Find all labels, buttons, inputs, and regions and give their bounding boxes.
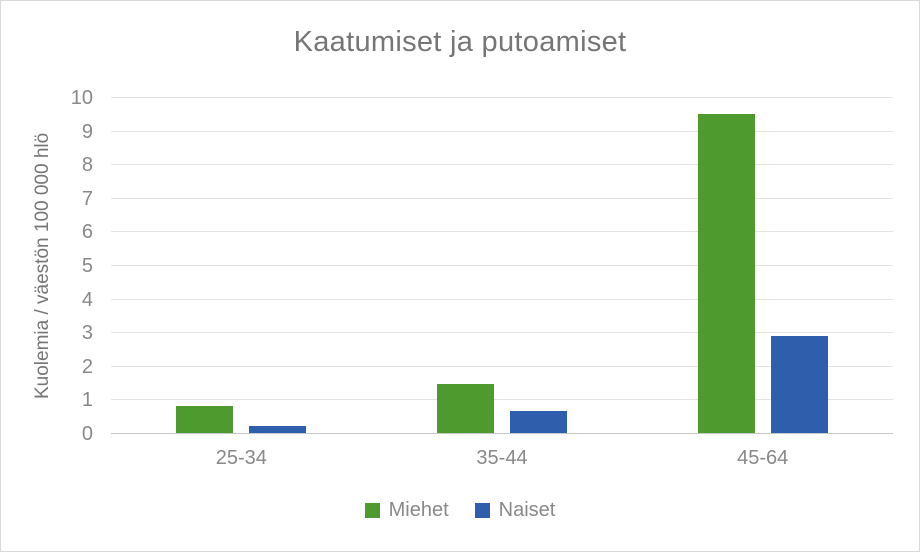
- gridline: [111, 332, 893, 334]
- x-tick-label: 45-64: [737, 447, 789, 469]
- y-tick-label: 8: [81, 154, 93, 177]
- gridline: [111, 365, 893, 367]
- y-tick-label: 1: [81, 389, 93, 412]
- gridline: [111, 265, 893, 266]
- legend: Miehet Naiset: [1, 499, 919, 522]
- legend-label: Naiset: [498, 499, 556, 521]
- y-tick-label: 7: [81, 187, 93, 210]
- gridline: [111, 231, 893, 233]
- plot-area: [111, 97, 893, 434]
- gridline: [111, 399, 893, 401]
- bar-miehet-25-34[interactable]: [176, 406, 234, 433]
- gridline: [111, 298, 893, 300]
- x-tick-label: 25-34: [215, 447, 267, 469]
- bar-miehet-35-44[interactable]: [437, 384, 494, 433]
- y-axis-ticks: 0 1 2 3 4 5 6 7 8 9 10: [49, 88, 99, 444]
- x-axis-labels: 25-34 35-44 45-64: [111, 447, 893, 473]
- legend-label: Miehet: [388, 499, 449, 521]
- y-tick-label: 10: [70, 87, 93, 109]
- legend-item-miehet[interactable]: Miehet: [364, 499, 449, 522]
- y-tick-label: 5: [81, 255, 93, 277]
- y-tick-label: 6: [81, 221, 93, 244]
- gridline: [111, 197, 893, 199]
- y-tick-label: 3: [81, 322, 93, 345]
- y-tick-label: 9: [81, 120, 93, 143]
- gridline: [111, 164, 893, 166]
- bar-naiset-25-34[interactable]: [249, 426, 307, 433]
- x-tick-label: 35-44: [476, 447, 528, 469]
- legend-swatch-icon: [364, 503, 380, 518]
- legend-item-naiset[interactable]: Naiset: [474, 499, 556, 522]
- legend-swatch-icon: [474, 503, 490, 518]
- y-tick-label: 0: [81, 423, 93, 445]
- bar-naiset-45-64[interactable]: [770, 335, 828, 433]
- bar-naiset-35-44[interactable]: [510, 411, 567, 433]
- gridline: [111, 97, 893, 98]
- y-tick-label: 2: [81, 355, 93, 378]
- y-tick-label: 4: [81, 288, 93, 311]
- x-axis-line: [111, 433, 893, 434]
- chart-title: Kaatumiset ja putoamiset: [293, 26, 627, 58]
- bar-miehet-45-64[interactable]: [697, 113, 755, 433]
- gridline: [111, 130, 893, 132]
